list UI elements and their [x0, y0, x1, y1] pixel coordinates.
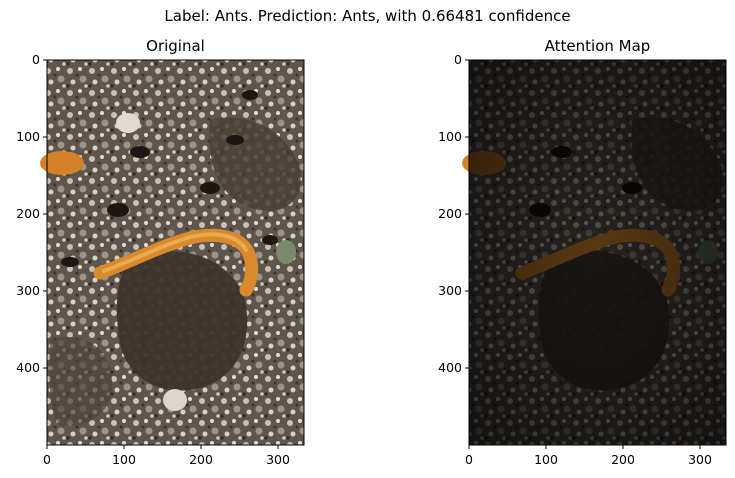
original-xtick-label: 300	[266, 452, 290, 467]
attention-image	[462, 60, 726, 445]
attention-ytick-label: 100	[438, 129, 462, 144]
attention-ytick-label: 200	[438, 206, 462, 221]
attention-xtick-label: 200	[611, 452, 635, 467]
original-tick-marks	[43, 59, 279, 449]
original-ytick-label: 300	[16, 283, 40, 298]
attention-ytick-label: 0	[454, 52, 462, 67]
original-axes-frame	[46, 59, 305, 446]
attention-ytick-label: 400	[438, 360, 462, 375]
attention-xtick-label: 300	[688, 452, 712, 467]
original-image	[40, 60, 304, 445]
original-ytick-label: 100	[16, 129, 40, 144]
attention-axes-frame	[468, 59, 727, 446]
attention-ytick-label: 300	[438, 283, 462, 298]
attention-xtick-label: 0	[465, 452, 473, 467]
attention-xtick-label: 100	[534, 452, 558, 467]
panel-title-original: Original	[146, 37, 205, 55]
original-xtick-label: 200	[189, 452, 213, 467]
attention-tick-marks	[465, 59, 701, 449]
figure-suptitle: Label: Ants. Prediction: Ants, with 0.66…	[164, 7, 571, 25]
original-xtick-label: 100	[112, 452, 136, 467]
original-ytick-label: 400	[16, 360, 40, 375]
panel-title-attention: Attention Map	[544, 37, 651, 55]
original-ytick-label: 200	[16, 206, 40, 221]
original-xtick-label: 0	[43, 452, 51, 467]
original-ytick-label: 0	[32, 52, 40, 67]
